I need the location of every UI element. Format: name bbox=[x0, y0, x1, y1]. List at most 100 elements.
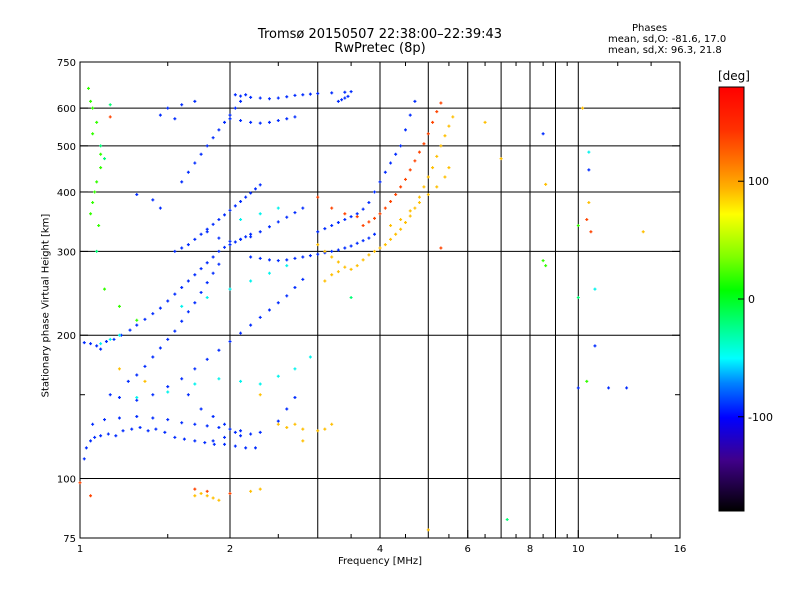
data-point bbox=[413, 99, 417, 103]
data-point bbox=[180, 304, 184, 308]
data-point bbox=[330, 255, 334, 259]
data-point bbox=[340, 98, 344, 102]
data-point bbox=[417, 150, 421, 154]
data-point bbox=[217, 377, 221, 381]
y-tick-label: 750 bbox=[57, 58, 76, 69]
data-point bbox=[151, 393, 155, 397]
data-point bbox=[349, 296, 353, 300]
data-point bbox=[399, 227, 403, 231]
data-point bbox=[211, 271, 215, 275]
data-point bbox=[330, 249, 334, 253]
data-point bbox=[117, 333, 121, 337]
data-point bbox=[186, 310, 190, 314]
data-point bbox=[158, 346, 162, 350]
data-point bbox=[239, 94, 243, 98]
data-point bbox=[267, 271, 271, 275]
data-point bbox=[361, 224, 365, 228]
data-point bbox=[383, 170, 387, 174]
data-point bbox=[323, 279, 327, 283]
data-point bbox=[82, 341, 86, 345]
data-point bbox=[239, 199, 243, 203]
data-point bbox=[343, 90, 347, 94]
data-point bbox=[117, 304, 121, 308]
colorbar-ticks: 100 0 -100 bbox=[738, 175, 773, 424]
data-point bbox=[217, 218, 221, 222]
data-point bbox=[285, 215, 289, 219]
data-point bbox=[173, 435, 177, 439]
data-point bbox=[89, 342, 93, 346]
data-point bbox=[95, 344, 99, 348]
data-point bbox=[258, 230, 262, 234]
data-point bbox=[439, 101, 443, 105]
data-point bbox=[330, 206, 334, 210]
y-tick-label: 300 bbox=[57, 247, 76, 258]
data-point bbox=[308, 254, 312, 258]
data-point bbox=[355, 212, 359, 216]
data-point bbox=[193, 367, 197, 371]
data-point bbox=[154, 427, 158, 431]
data-point bbox=[249, 323, 253, 327]
data-point bbox=[99, 144, 103, 148]
data-point bbox=[316, 429, 320, 433]
data-point bbox=[593, 287, 597, 291]
data-points bbox=[78, 86, 645, 532]
data-point bbox=[228, 287, 232, 291]
data-point bbox=[451, 115, 455, 119]
data-point bbox=[301, 427, 305, 431]
data-point bbox=[193, 439, 197, 443]
data-point bbox=[593, 344, 597, 348]
data-point bbox=[186, 393, 190, 397]
data-point bbox=[86, 86, 90, 90]
data-point bbox=[158, 206, 162, 210]
data-point bbox=[249, 489, 253, 493]
data-point bbox=[439, 144, 443, 148]
data-point bbox=[91, 106, 95, 110]
data-point bbox=[180, 285, 184, 289]
data-point bbox=[361, 239, 365, 243]
data-point bbox=[301, 206, 305, 210]
data-point bbox=[173, 292, 177, 296]
data-point bbox=[103, 287, 107, 291]
data-point bbox=[403, 221, 407, 225]
data-point bbox=[211, 136, 215, 140]
data-point bbox=[316, 195, 320, 199]
data-point bbox=[389, 161, 393, 165]
data-point bbox=[258, 96, 262, 100]
data-point bbox=[228, 208, 232, 212]
data-point bbox=[223, 422, 227, 426]
data-point bbox=[151, 416, 155, 420]
data-point bbox=[330, 273, 334, 277]
data-point bbox=[589, 230, 593, 234]
data-point bbox=[285, 117, 289, 121]
data-point bbox=[99, 347, 103, 351]
data-point bbox=[276, 374, 280, 378]
data-point bbox=[99, 152, 103, 156]
data-point bbox=[130, 427, 134, 431]
data-point bbox=[166, 299, 170, 303]
data-point bbox=[443, 134, 447, 138]
data-point bbox=[239, 434, 243, 438]
data-point bbox=[544, 182, 548, 186]
data-point bbox=[211, 255, 215, 259]
data-point bbox=[211, 414, 215, 418]
data-point bbox=[249, 95, 253, 99]
data-point bbox=[394, 193, 398, 197]
data-point bbox=[199, 290, 203, 294]
data-point bbox=[276, 96, 280, 100]
colorbar-tick-label: -100 bbox=[748, 411, 773, 424]
data-point bbox=[143, 379, 147, 383]
data-point bbox=[166, 418, 170, 422]
phase-stats-o: mean, sd,O: -81.6, 17.0 bbox=[608, 34, 727, 45]
y-axis-label: Stationary phase Virtual Height [km] bbox=[40, 213, 52, 398]
data-point bbox=[205, 494, 209, 498]
data-point bbox=[228, 239, 232, 243]
data-point bbox=[349, 215, 353, 219]
chart-subtitle: RwPretec (8p) bbox=[334, 41, 426, 56]
data-point bbox=[399, 185, 403, 189]
data-point bbox=[355, 264, 359, 268]
data-point bbox=[276, 422, 280, 426]
data-point bbox=[205, 144, 209, 148]
data-point bbox=[193, 161, 197, 165]
data-point bbox=[239, 237, 243, 241]
